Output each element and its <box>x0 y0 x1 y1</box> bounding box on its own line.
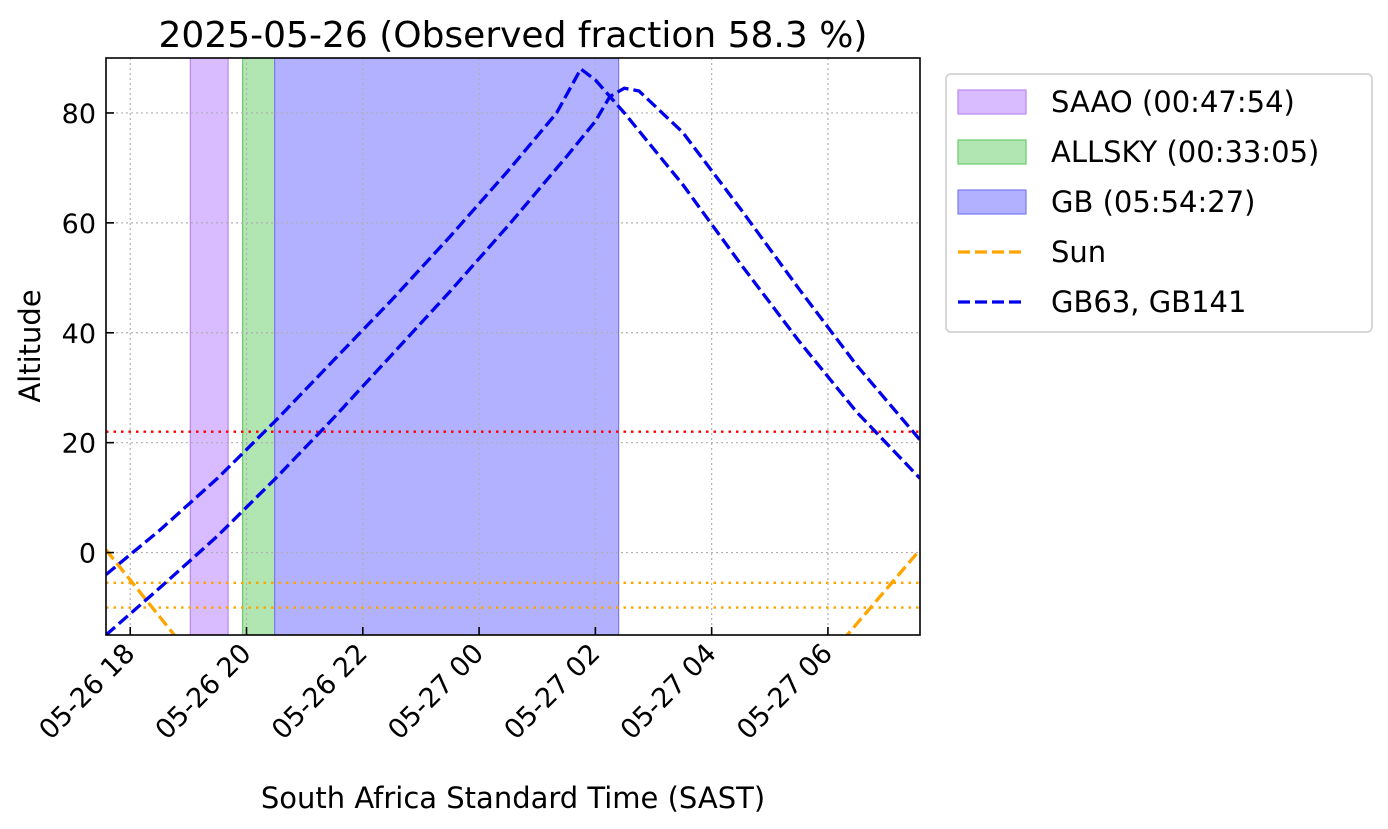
y-tick-label-3: 60 <box>62 209 96 240</box>
plot-frame <box>105 57 921 636</box>
legend-label-2: GB (05:54:27) <box>1051 185 1255 219</box>
grid-lines <box>106 58 920 635</box>
y-tick-label-1: 20 <box>62 429 96 460</box>
x-tick-label-6: 05-27 06 <box>731 638 839 746</box>
x-axis-label: South Africa Standard Time (SAST) <box>261 781 765 815</box>
x-tick-label-1: 05-26 20 <box>150 638 258 746</box>
x-tick-label-0: 05-26 18 <box>33 638 141 746</box>
legend-label-0: SAAO (00:47:54) <box>1051 85 1295 119</box>
legend: SAAO (00:47:54) ALLSKY (00:33:05) GB (05:5… <box>945 73 1373 333</box>
y-tick-label-0: 0 <box>79 539 96 570</box>
legend-box <box>945 73 1373 333</box>
chart-title: 2025-05-26 (Observed fraction 58.3 %) <box>159 15 868 56</box>
span-1 <box>242 58 276 635</box>
x-tick-label-4: 05-27 02 <box>499 638 607 746</box>
legend-swatch-0 <box>957 89 1027 115</box>
altitude-curves <box>106 67 920 635</box>
legend-label-4: GB63, GB141 <box>1051 285 1246 319</box>
legend-swatch-1 <box>957 139 1027 165</box>
y-axis-label: Altitude <box>13 289 47 402</box>
legend-label-1: ALLSKY (00:33:05) <box>1051 135 1319 169</box>
series-0-curve-0 <box>106 548 177 635</box>
y-axis-ticks: 0 20 40 60 80 <box>62 99 114 570</box>
x-tick-label-2: 05-26 22 <box>266 638 374 746</box>
y-tick-label-4: 80 <box>62 99 96 130</box>
x-axis-ticks: 05-26 18 05-26 20 05-26 22 05-27 00 05-27 02… <box>33 627 839 746</box>
series-0-curve-1 <box>845 548 920 635</box>
span-0 <box>189 58 229 635</box>
legend-label-3: Sun <box>1051 235 1106 269</box>
series-1-curve-0 <box>106 67 920 576</box>
x-tick-label-3: 05-27 00 <box>382 638 490 746</box>
span-2 <box>274 58 620 635</box>
observation-spans <box>189 58 620 635</box>
series-1-curve-1 <box>106 86 920 635</box>
y-tick-label-2: 40 <box>62 319 96 350</box>
legend-swatch-2 <box>957 189 1027 215</box>
x-tick-label-5: 05-27 04 <box>615 638 723 746</box>
threshold-lines <box>106 430 920 609</box>
